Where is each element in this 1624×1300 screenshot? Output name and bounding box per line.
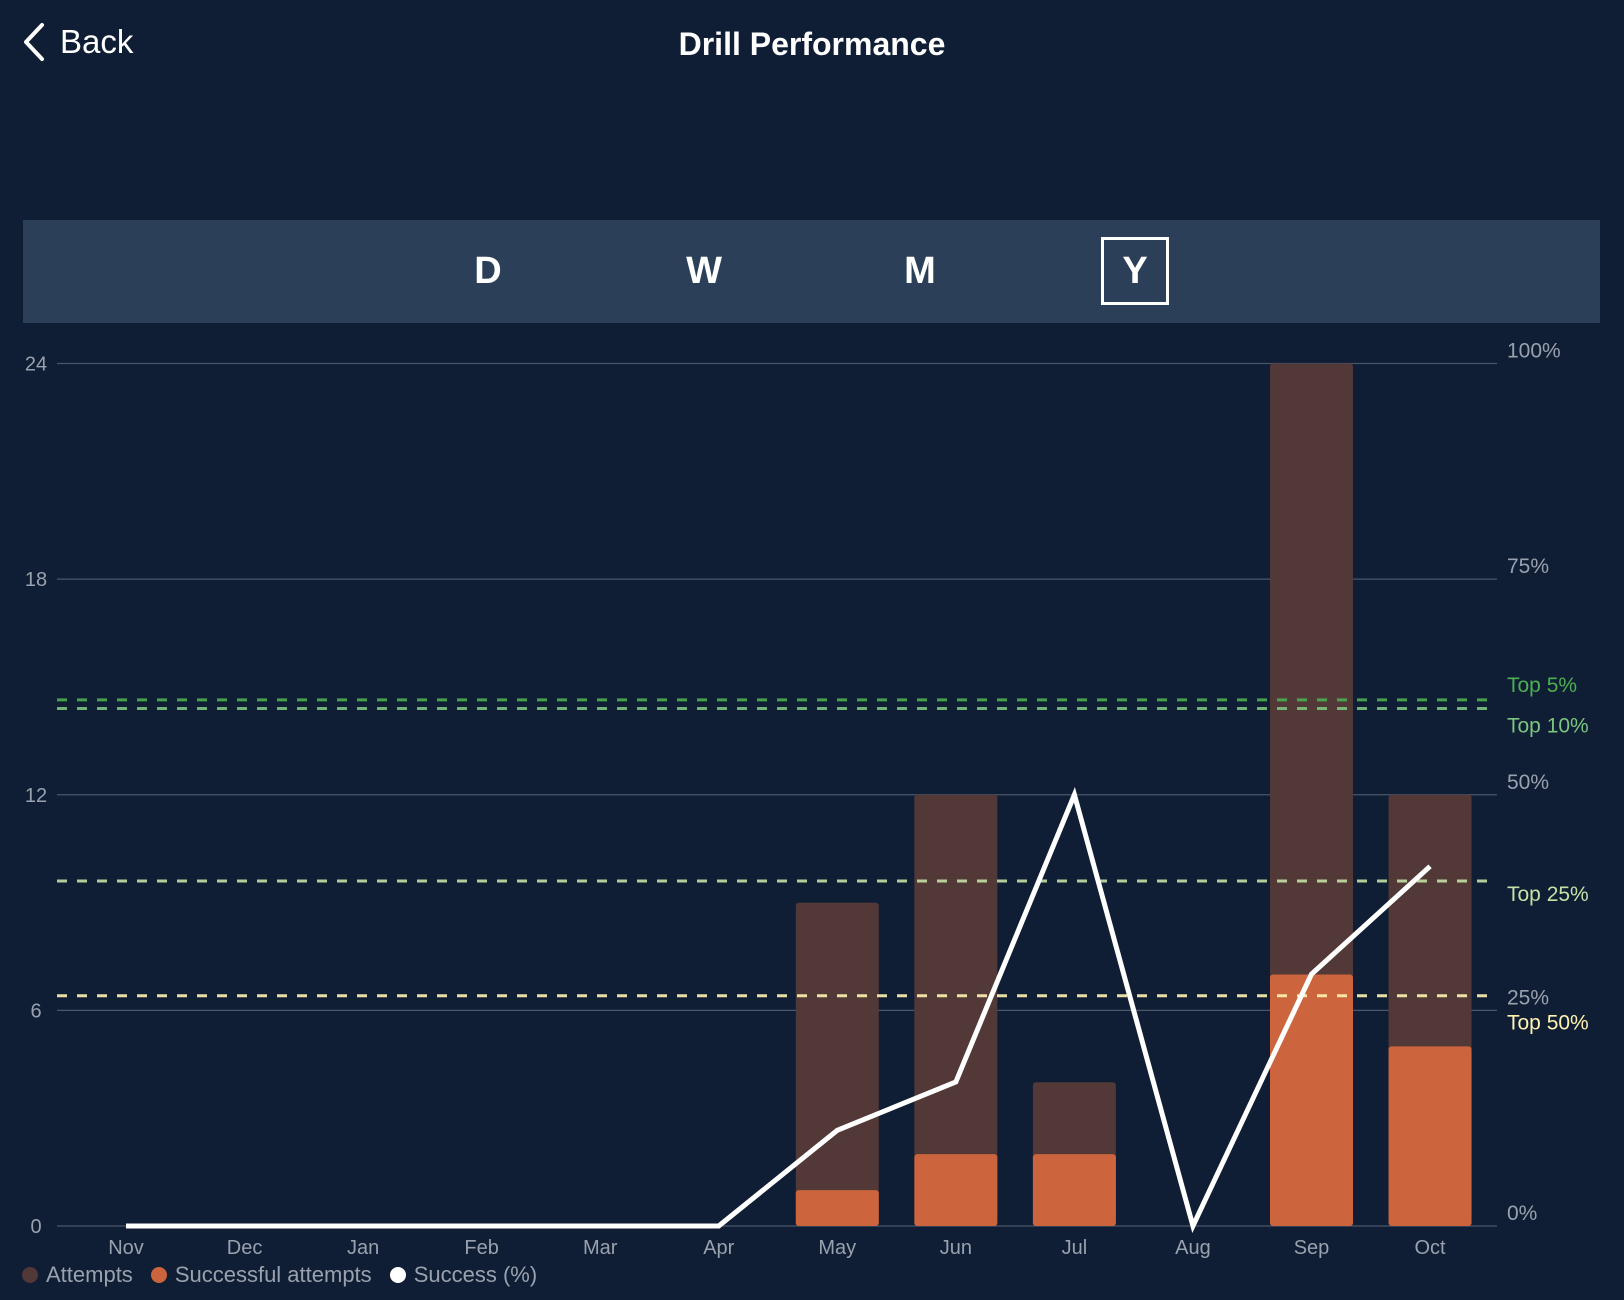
- attempts-bar: [795, 902, 879, 1226]
- left-axis-tick: 6: [30, 1000, 41, 1022]
- x-axis-tick: Feb: [464, 1237, 498, 1259]
- left-axis-tick: 12: [25, 785, 47, 807]
- attempts-bar: [914, 794, 998, 1226]
- x-axis-tick: Apr: [703, 1237, 734, 1259]
- legend-label: Success (%): [413, 1262, 538, 1287]
- range-day-button[interactable]: D: [474, 249, 502, 292]
- page-title: Drill Performance: [678, 26, 946, 62]
- right-axis-tick: 100%: [1507, 340, 1561, 363]
- right-axis-tick: 75%: [1507, 555, 1549, 578]
- x-axis-tick: Jul: [1062, 1237, 1088, 1259]
- legend-dot: [22, 1267, 38, 1283]
- chevron-left-icon: [24, 23, 44, 61]
- x-axis-tick: Nov: [108, 1237, 144, 1259]
- successful-attempts-bar: [1388, 1046, 1472, 1226]
- right-axis-tick: 25%: [1507, 986, 1549, 1009]
- legend: Attempts Successful attempts Success (%): [22, 1262, 537, 1288]
- successful-attempts-bar: [795, 1190, 879, 1226]
- x-axis-tick: Dec: [227, 1237, 263, 1259]
- x-axis-tick: Aug: [1175, 1237, 1211, 1259]
- legend-attempts[interactable]: Attempts: [22, 1262, 133, 1288]
- back-button[interactable]: Back: [22, 22, 133, 62]
- right-axis-tick: 50%: [1507, 771, 1549, 794]
- legend-label: Successful attempts: [174, 1262, 372, 1287]
- x-axis-tick: Jan: [347, 1237, 379, 1259]
- legend-label: Attempts: [46, 1262, 133, 1287]
- successful-attempts-bar: [1270, 974, 1353, 1226]
- range-year-button[interactable]: Y: [1101, 237, 1169, 305]
- left-axis-tick: 0: [30, 1216, 41, 1238]
- left-axis-tick: 18: [25, 569, 47, 591]
- x-axis-tick: Oct: [1414, 1237, 1446, 1259]
- legend-successful[interactable]: Successful attempts: [150, 1262, 372, 1288]
- back-label: Back: [60, 23, 134, 60]
- x-axis-tick: May: [818, 1237, 856, 1259]
- x-axis-tick: Mar: [583, 1237, 618, 1259]
- right-axis-tick: 0%: [1507, 1202, 1537, 1225]
- success-line: [126, 787, 1432, 1234]
- legend-dot: [150, 1267, 167, 1283]
- range-selector: D W M Y: [23, 220, 1600, 323]
- successful-attempts-bar: [914, 1154, 998, 1226]
- legend-dot: [389, 1267, 406, 1283]
- left-axis-tick: 24: [25, 354, 47, 376]
- range-month-button[interactable]: M: [904, 249, 936, 292]
- x-axis-tick: Sep: [1294, 1237, 1330, 1259]
- reference-line-label: Top 50%: [1507, 1012, 1589, 1035]
- x-axis-tick: Jun: [940, 1237, 972, 1259]
- range-week-button[interactable]: W: [686, 249, 722, 292]
- reference-line-label: Top 5%: [1507, 674, 1577, 697]
- reference-line-label: Top 10%: [1507, 715, 1589, 738]
- successful-attempts-bar: [1032, 1154, 1116, 1226]
- legend-success-pct[interactable]: Success (%): [389, 1262, 538, 1288]
- reference-line-label: Top 25%: [1507, 883, 1589, 906]
